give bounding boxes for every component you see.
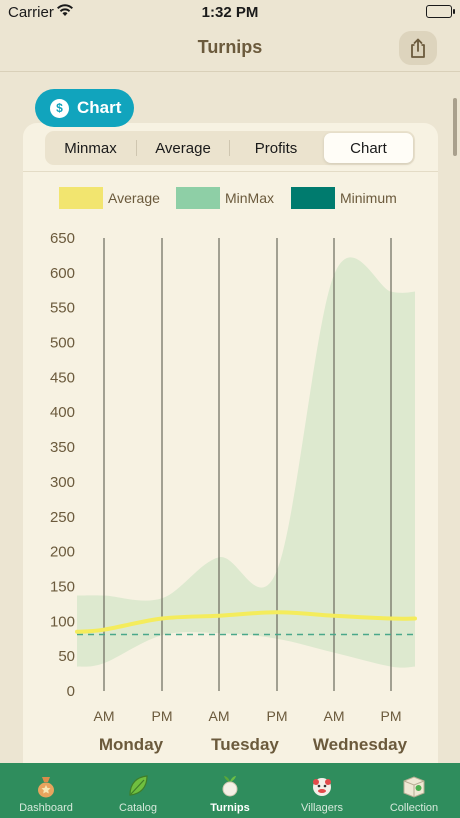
x-tick-label: AM — [209, 708, 230, 724]
average-line — [75, 610, 417, 634]
y-tick-label: 300 — [50, 474, 75, 491]
y-tick-label: 600 — [50, 265, 75, 282]
legend-label: MinMax — [225, 190, 275, 206]
y-tick-label: 350 — [50, 439, 75, 456]
share-button[interactable] — [399, 31, 437, 65]
villager-icon — [308, 772, 336, 800]
legend-swatch — [291, 187, 335, 209]
turnip-icon — [216, 772, 244, 800]
tab-bar: Dashboard Catalog Turnips — [0, 763, 460, 818]
turnip-sack-icon — [32, 772, 60, 800]
y-tick-label: 0 — [67, 683, 75, 700]
legend-item-average: Average — [59, 187, 160, 209]
day-label: Wednesday — [313, 735, 408, 754]
legend-swatch — [176, 187, 220, 209]
tab-label: Catalog — [119, 802, 157, 814]
legend-swatch — [59, 187, 103, 209]
dollar-coin-icon: $ — [50, 98, 69, 118]
status-time: 1:32 PM — [201, 4, 259, 21]
x-tick-label: PM — [381, 708, 402, 724]
day-label: Monday — [99, 735, 164, 754]
tab-catalog[interactable]: Catalog — [92, 763, 184, 818]
segment-chart[interactable]: Chart — [324, 133, 413, 163]
collection-box-icon — [400, 772, 428, 800]
segment-profits[interactable]: Profits — [230, 131, 322, 165]
tab-dashboard[interactable]: Dashboard — [0, 763, 92, 818]
segment-average[interactable]: Average — [137, 131, 229, 165]
carrier-label: Carrier — [8, 4, 54, 21]
y-tick-label: 200 — [50, 544, 75, 561]
wifi-icon — [56, 3, 74, 22]
y-tick-label: 450 — [50, 369, 75, 386]
segment-label: Profits — [254, 139, 298, 157]
x-tick-label: PM — [267, 708, 288, 724]
y-tick-label: 150 — [50, 578, 75, 595]
x-tick-label: AM — [94, 708, 115, 724]
legend-label: Minimum — [340, 190, 397, 206]
tab-label: Villagers — [301, 802, 343, 814]
x-tick-label: PM — [152, 708, 173, 724]
y-tick-label: 100 — [50, 613, 75, 630]
tab-villagers[interactable]: Villagers — [276, 763, 368, 818]
y-tick-label: 550 — [50, 300, 75, 317]
navigation-bar: Turnips — [0, 24, 460, 72]
segment-divider — [136, 140, 137, 156]
segment-minmax[interactable]: Minmax — [45, 131, 136, 165]
day-label: Tuesday — [211, 735, 279, 754]
view-segmented-control: Minmax Average Profits Chart — [45, 131, 415, 165]
y-tick-label: 500 — [50, 335, 75, 352]
minmax-band — [77, 257, 415, 668]
chart-pill-label: Chart — [77, 98, 122, 117]
tab-label: Dashboard — [19, 802, 73, 814]
chart-section-pill: $ Chart — [35, 89, 134, 127]
segment-label: Average — [155, 139, 211, 157]
card-divider — [23, 171, 438, 172]
y-tick-label: 50 — [58, 648, 75, 665]
turnip-price-chart: 0 50 100 150 200 250 300 350 400 450 500 550 600 650 A… — [50, 230, 417, 754]
tab-label: Collection — [389, 802, 439, 814]
page-title: Turnips — [197, 37, 263, 57]
legend-item-minimum: Minimum — [291, 187, 397, 209]
y-tick-label: 250 — [50, 509, 75, 526]
tab-turnips[interactable]: Turnips — [184, 763, 276, 818]
tab-label: Turnips — [210, 802, 250, 814]
segment-label: Chart — [350, 139, 387, 157]
legend-label: Average — [108, 190, 160, 206]
tab-collection[interactable]: Collection — [368, 763, 460, 818]
legend-item-minmax: MinMax — [176, 187, 274, 209]
scroll-indicator[interactable] — [453, 98, 457, 156]
x-tick-label: AM — [324, 708, 345, 724]
share-icon — [411, 38, 425, 58]
leaf-icon — [124, 772, 152, 800]
y-tick-label: 400 — [50, 404, 75, 421]
status-bar: Carrier 1:32 PM — [0, 0, 460, 24]
y-tick-label: 650 — [50, 230, 75, 247]
segment-label: Minmax — [64, 139, 117, 157]
segment-divider — [229, 140, 230, 156]
battery-icon — [426, 5, 455, 18]
